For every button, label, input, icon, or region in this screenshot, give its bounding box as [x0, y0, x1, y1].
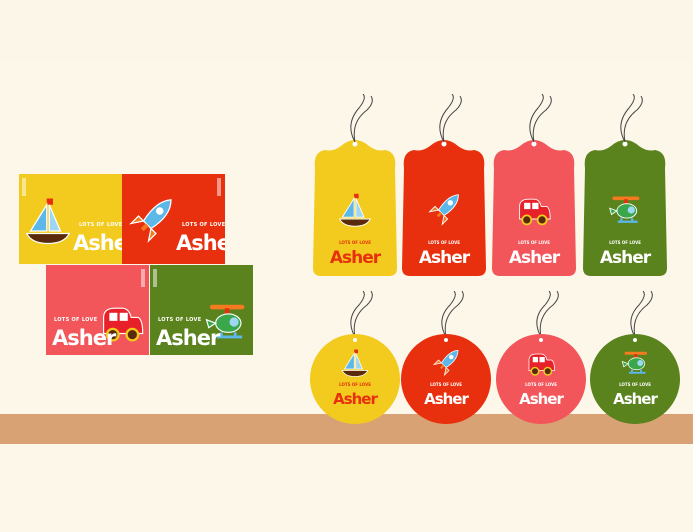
rocket-icon	[426, 192, 462, 232]
sailboat-icon	[23, 196, 73, 250]
tagline: LOTS OF LOVE	[518, 240, 550, 245]
name-label: Asher	[519, 390, 564, 408]
sailboat-icon	[337, 192, 373, 232]
side-print	[217, 178, 221, 196]
flat-card: LOTS OF LOVE Asher	[19, 174, 122, 264]
tag-string	[350, 291, 373, 338]
car-icon	[516, 192, 552, 232]
side-print	[22, 178, 26, 196]
name-label: Asher	[599, 248, 651, 268]
hang-tag: LOTS OF LOVE Asher	[311, 138, 399, 278]
tag-hole	[353, 338, 357, 342]
helicopter-icon	[620, 348, 650, 382]
tagline: LOTS OF LOVE	[525, 382, 557, 387]
round-tag: LOTS OF LOVE Asher	[590, 334, 680, 424]
tagline: LOTS OF LOVE	[339, 240, 371, 245]
name-label: Asher	[508, 248, 560, 268]
car-icon	[526, 348, 556, 382]
name-label: Asher	[176, 231, 225, 255]
flat-card: LOTS OF LOVE Asher	[122, 174, 225, 264]
tag-hole	[633, 338, 637, 342]
hang-tag: LOTS OF LOVE Asher	[490, 138, 578, 278]
tag-string	[441, 291, 464, 338]
car-icon	[99, 299, 145, 349]
tag-string	[630, 291, 653, 338]
name-label: Asher	[156, 326, 220, 350]
side-print	[153, 269, 157, 287]
helicopter-icon	[607, 192, 643, 232]
side-print	[141, 269, 145, 287]
tag-hole	[539, 338, 543, 342]
backdrop	[0, 0, 693, 60]
tagline: LOTS OF LOVE	[430, 382, 462, 387]
name-label: Asher	[52, 326, 116, 350]
rocket-icon	[431, 348, 461, 382]
tagline: LOTS OF LOVE	[609, 240, 641, 245]
hang-tag: LOTS OF LOVE Asher	[581, 138, 669, 278]
name-label: Asher	[613, 390, 658, 408]
name-label: Asher	[73, 231, 122, 255]
helicopter-icon	[203, 299, 249, 349]
tag-string	[350, 94, 373, 143]
tag-string	[536, 291, 559, 338]
tagline: LOTS OF LOVE	[54, 317, 98, 323]
tagline: LOTS OF LOVE	[158, 317, 202, 323]
name-label: Asher	[418, 248, 470, 268]
round-tag: LOTS OF LOVE Asher	[401, 334, 491, 424]
flat-card: LOTS OF LOVE Asher	[150, 265, 253, 355]
tagline: LOTS OF LOVE	[428, 240, 460, 245]
name-label: Asher	[329, 248, 381, 268]
hang-tag: LOTS OF LOVE Asher	[400, 138, 488, 278]
tagline: LOTS OF LOVE	[339, 382, 371, 387]
name-label: Asher	[333, 390, 378, 408]
tagline: LOTS OF LOVE	[79, 222, 122, 228]
tagline: LOTS OF LOVE	[619, 382, 651, 387]
sailboat-icon	[340, 348, 370, 382]
tagline: LOTS OF LOVE	[182, 222, 225, 228]
name-label: Asher	[424, 390, 469, 408]
round-tag: LOTS OF LOVE Asher	[496, 334, 586, 424]
tag-string	[439, 94, 462, 143]
rocket-icon	[126, 196, 176, 250]
tag-string	[529, 94, 552, 143]
tag-string	[620, 94, 643, 143]
round-tag: LOTS OF LOVE Asher	[310, 334, 400, 424]
tag-hole	[444, 338, 448, 342]
flat-card: LOTS OF LOVE Asher	[46, 265, 149, 355]
